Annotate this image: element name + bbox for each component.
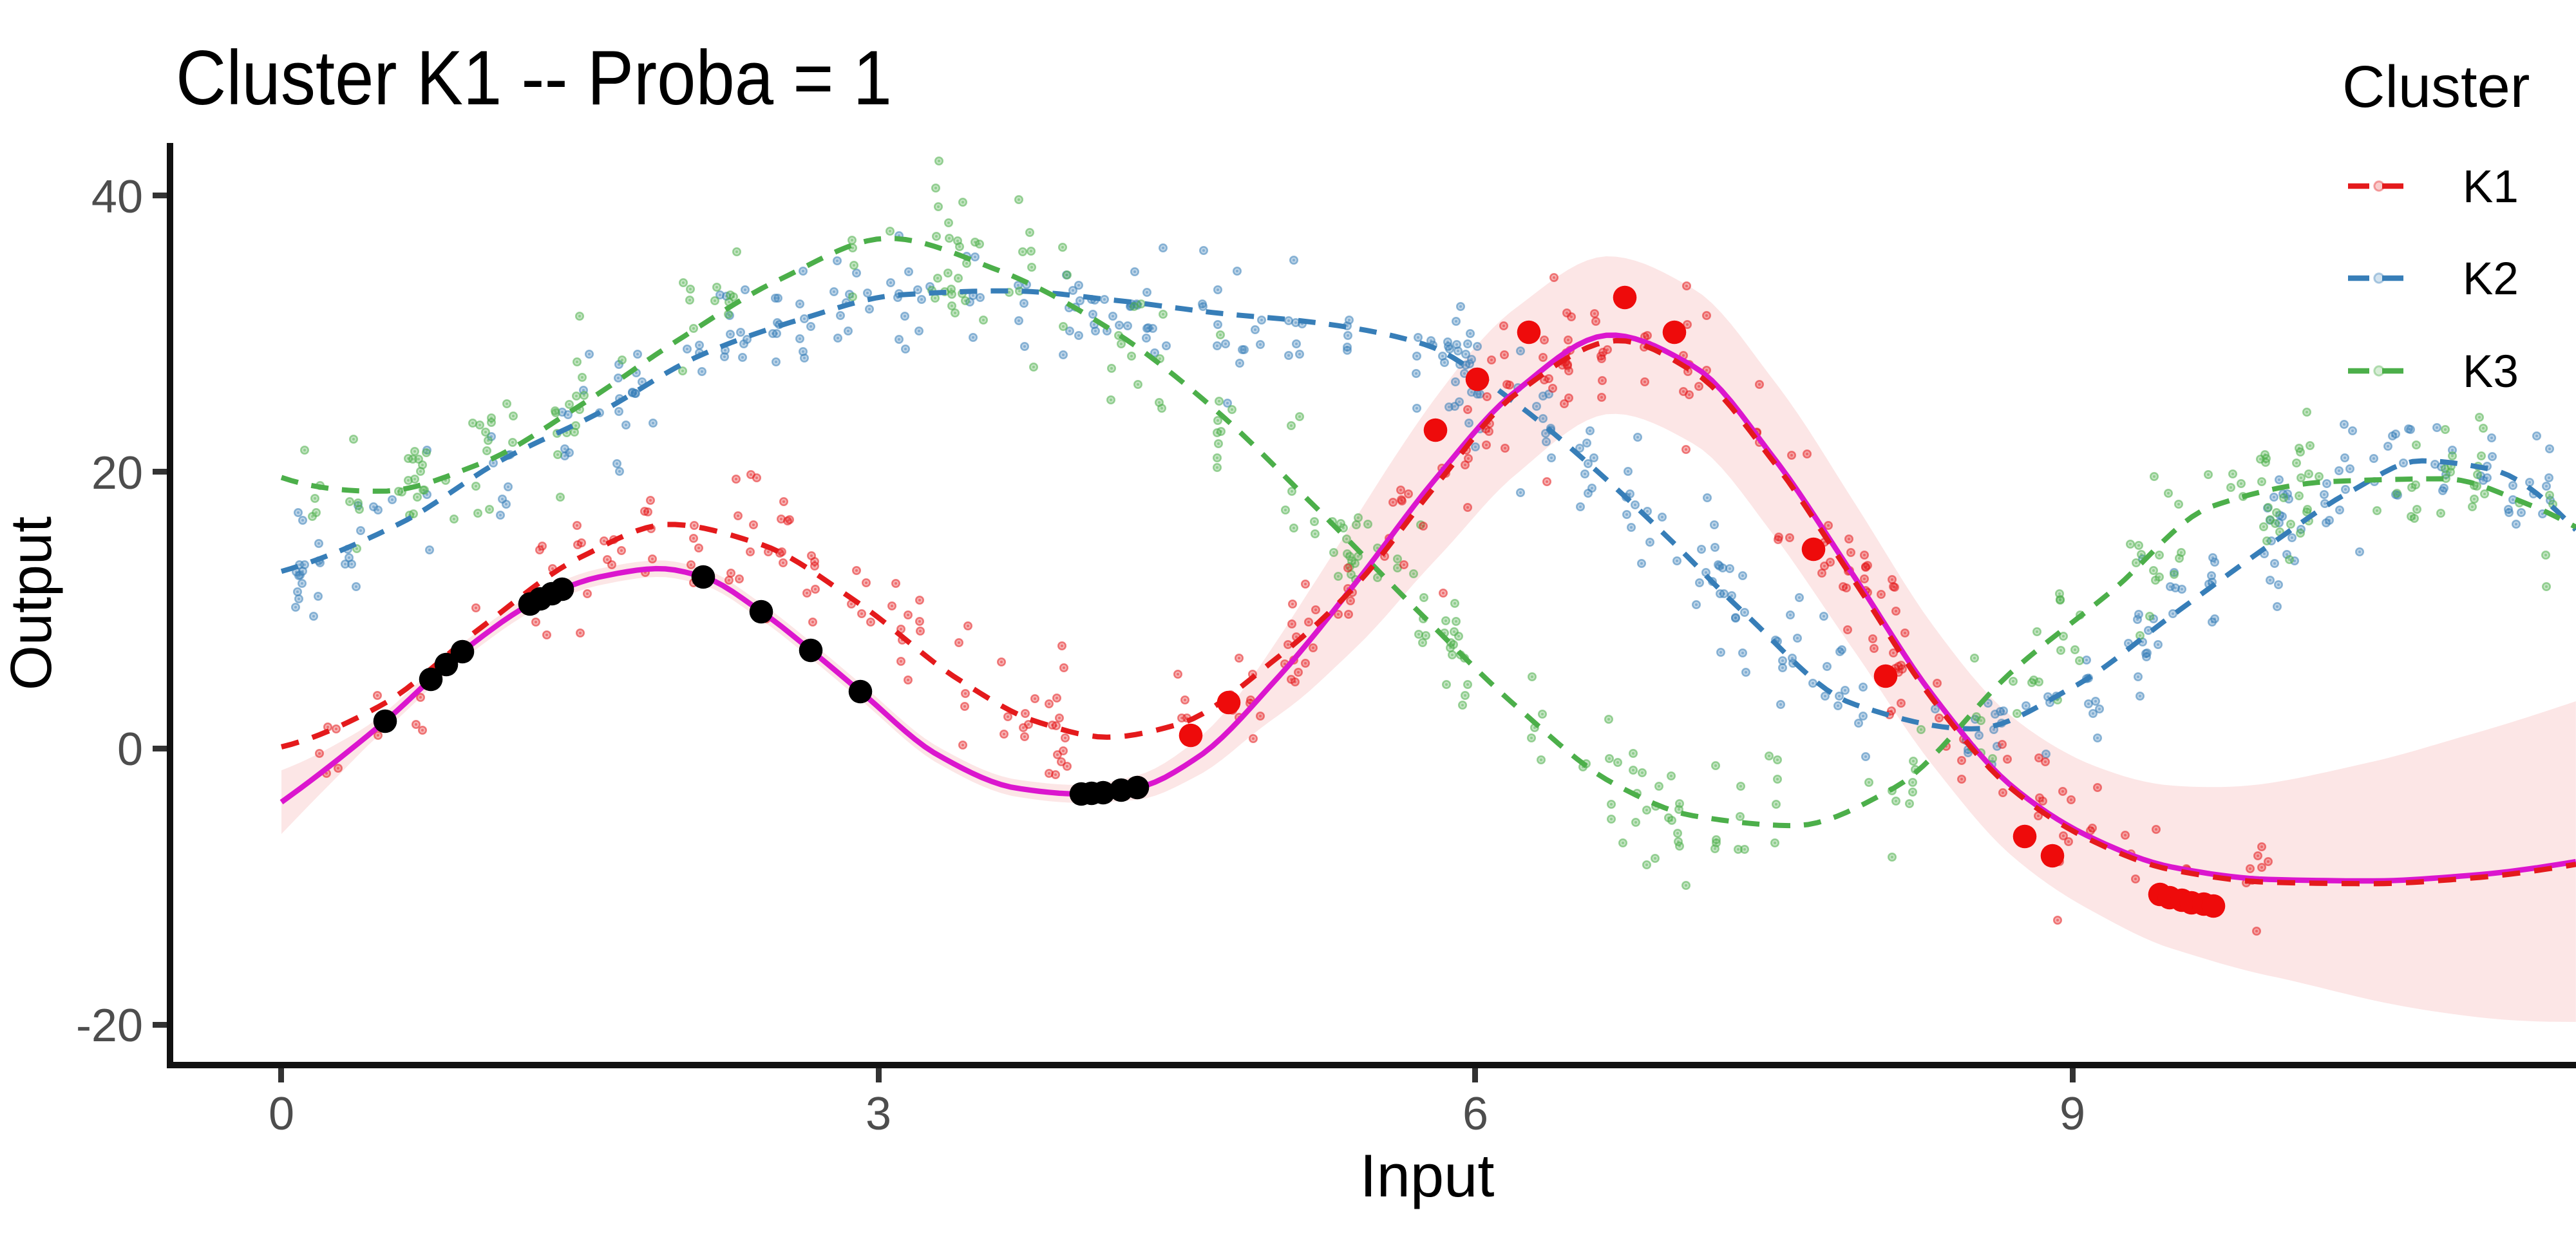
svg-text:K2: K2	[2463, 254, 2519, 305]
svg-text:20: 20	[91, 448, 143, 499]
svg-text:Output: Output	[0, 516, 64, 690]
svg-text:Cluster K1 -- Proba = 1: Cluster K1 -- Proba = 1	[176, 35, 892, 121]
svg-text:K1: K1	[2463, 162, 2519, 212]
svg-text:40: 40	[91, 171, 143, 223]
svg-text:Input: Input	[1359, 1142, 1494, 1209]
svg-text:K3: K3	[2463, 346, 2519, 397]
svg-text:Cluster: Cluster	[2342, 54, 2530, 120]
svg-text:9: 9	[2060, 1088, 2085, 1140]
svg-text:0: 0	[117, 724, 143, 775]
svg-text:3: 3	[866, 1088, 891, 1140]
svg-text:0: 0	[269, 1088, 294, 1140]
svg-text:-20: -20	[76, 1000, 143, 1052]
svg-text:6: 6	[1463, 1088, 1488, 1140]
